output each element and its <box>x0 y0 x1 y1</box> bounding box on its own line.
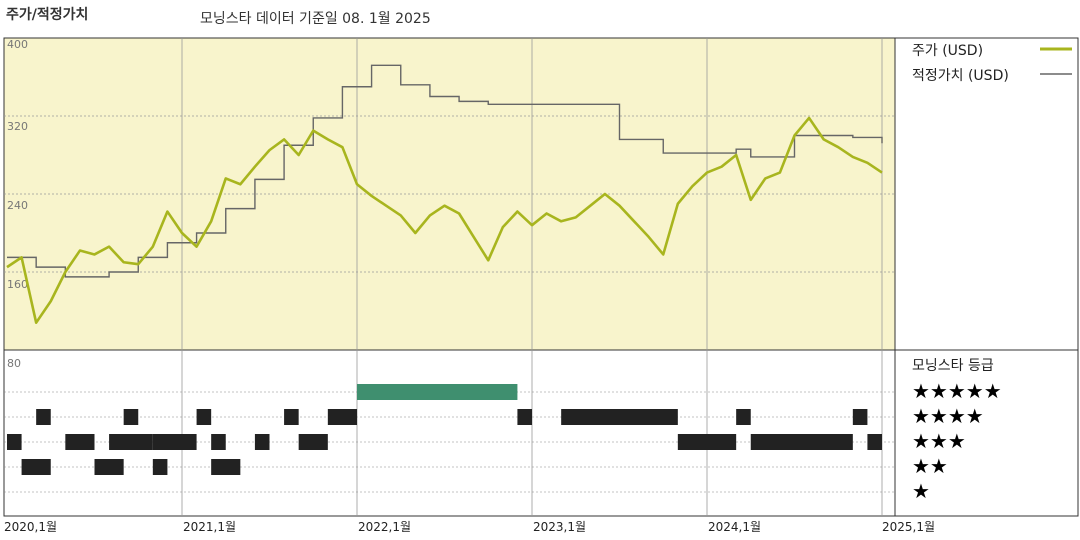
rating-bar-4-star <box>517 409 532 425</box>
price-series <box>6 116 883 324</box>
rating-bar-3-star <box>677 434 737 450</box>
legend <box>1040 47 1072 75</box>
y-tick-label: 320 <box>7 120 28 133</box>
legend-fair-label: 적정가치 (USD) <box>912 68 1009 84</box>
rating-bar-3-star <box>152 434 182 450</box>
x-tick-2024: 2024,1월 <box>708 520 762 534</box>
y-tick-label: 160 <box>7 278 28 291</box>
x-tick-2025: 2025,1월 <box>882 520 936 534</box>
rating-bar-5-star <box>357 384 518 400</box>
y-tick-label: 240 <box>7 199 28 212</box>
rating-panel-title: 모닝스타 등급 <box>912 358 994 374</box>
chart-subtitle: 모닝스타 데이터 기준일 08. 1월 2025 <box>200 11 431 27</box>
rating-bar-4-star <box>327 409 357 425</box>
rating-bar-3-star <box>211 434 226 450</box>
rating-three-stars: ★★★ <box>912 429 966 453</box>
rating-bar-4-star <box>196 409 212 425</box>
x-tick-2023: 2023,1월 <box>533 520 587 534</box>
chart-title: 주가/적정가치 <box>6 7 89 23</box>
rating-bar-4-star <box>36 409 51 425</box>
rating-two-stars: ★★ <box>912 454 948 478</box>
rating-bar-2-star <box>94 459 124 475</box>
rating-bar-3-star <box>7 434 22 450</box>
rating-bar-2-star <box>152 459 168 475</box>
y-tick-label: 80 <box>7 357 21 370</box>
fair-value-line <box>7 64 883 278</box>
rating-bar-4-star <box>852 409 868 425</box>
rating-bar-3-star <box>109 434 153 450</box>
rating-bar-3-star <box>182 434 197 450</box>
rating-bar-4-star <box>736 409 751 425</box>
rating-bar-3-star <box>65 434 95 450</box>
rating-four-stars: ★★★★ <box>912 404 984 428</box>
rating-bar-2-star <box>21 459 51 475</box>
rating-bar-2-star <box>211 459 241 475</box>
price-line <box>6 116 883 324</box>
fair-value-series <box>7 64 883 278</box>
rating-bars <box>4 384 895 493</box>
chart-frame <box>3 37 1079 517</box>
rating-bar-4-star <box>284 409 299 425</box>
rating-bar-3-star <box>867 434 882 450</box>
rating-bar-4-star <box>561 409 678 425</box>
x-tick-2021: 2021,1월 <box>183 520 237 534</box>
y-axis-ticks: 400 320 240 160 80 <box>7 38 28 370</box>
y-tick-label: 400 <box>7 38 28 51</box>
rating-bar-4-star <box>123 409 139 425</box>
x-tick-2022: 2022,1월 <box>358 520 412 534</box>
rating-bar-3-star <box>254 434 270 450</box>
x-tick-2020: 2020,1월 <box>4 520 58 534</box>
rating-bar-3-star <box>298 434 328 450</box>
rating-five-stars: ★★★★★ <box>912 379 1002 403</box>
legend-price-label: 주가 (USD) <box>912 43 984 59</box>
rating-bar-3-star <box>750 434 853 450</box>
rating-one-star: ★ <box>912 479 930 503</box>
